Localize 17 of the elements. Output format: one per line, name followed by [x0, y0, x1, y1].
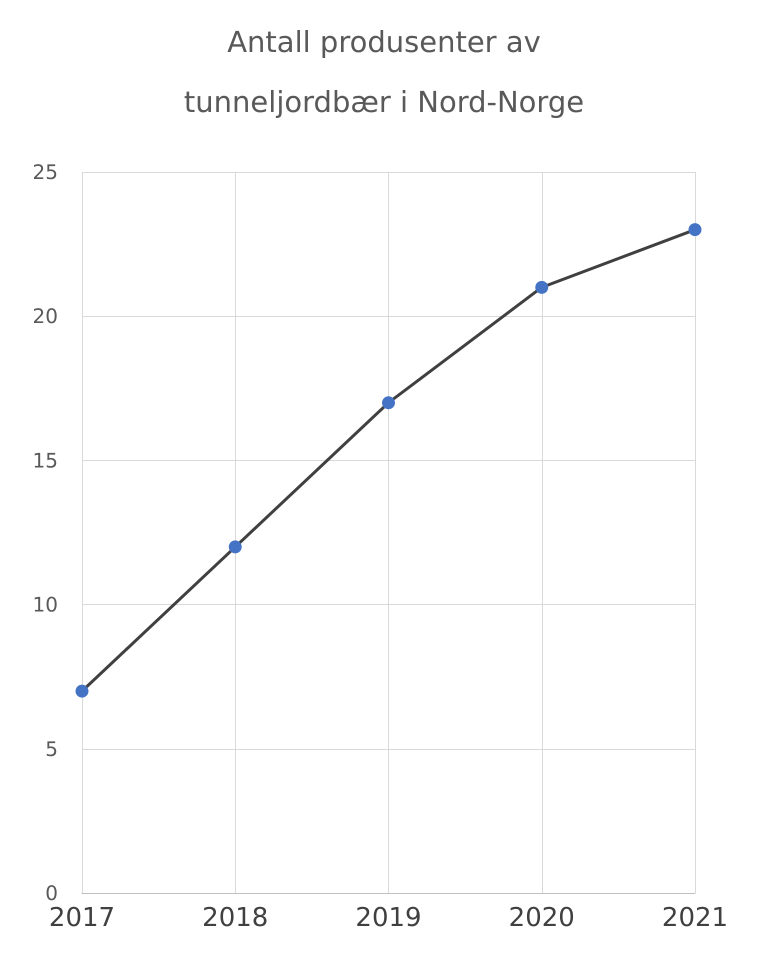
x-tick-label: 2020 [508, 903, 575, 933]
x-tick-label: 2018 [202, 903, 268, 933]
y-tick-label: 0 [45, 881, 58, 905]
point [382, 396, 395, 410]
x-tick-label: 2019 [355, 903, 422, 933]
y-tick-label: 20 [32, 304, 58, 328]
x-tick-label: 2021 [662, 903, 728, 933]
point [688, 223, 702, 236]
point [76, 684, 88, 698]
y-tick-label: 15 [32, 448, 58, 472]
point [535, 280, 548, 294]
point [228, 540, 242, 554]
y-tick-label: 10 [32, 592, 58, 617]
y-tick-label: 25 [32, 160, 58, 184]
y-tick-label: 5 [45, 736, 58, 761]
chart-title: Antall produsenter av tunneljordbær i Nord-Norge [182, 24, 586, 121]
x-tick-label: 2017 [48, 903, 116, 933]
